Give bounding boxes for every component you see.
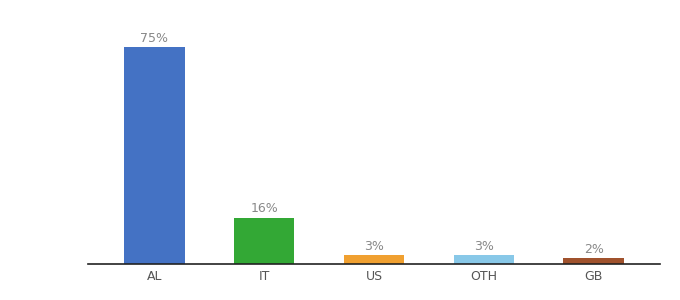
Text: 3%: 3%: [364, 240, 384, 253]
Bar: [124, 47, 184, 264]
Text: 75%: 75%: [140, 32, 169, 45]
Text: 2%: 2%: [583, 243, 604, 256]
Text: 3%: 3%: [474, 240, 494, 253]
Text: 16%: 16%: [250, 202, 278, 215]
Bar: [234, 218, 294, 264]
Bar: [564, 258, 624, 264]
Bar: [344, 255, 404, 264]
Bar: [454, 255, 514, 264]
